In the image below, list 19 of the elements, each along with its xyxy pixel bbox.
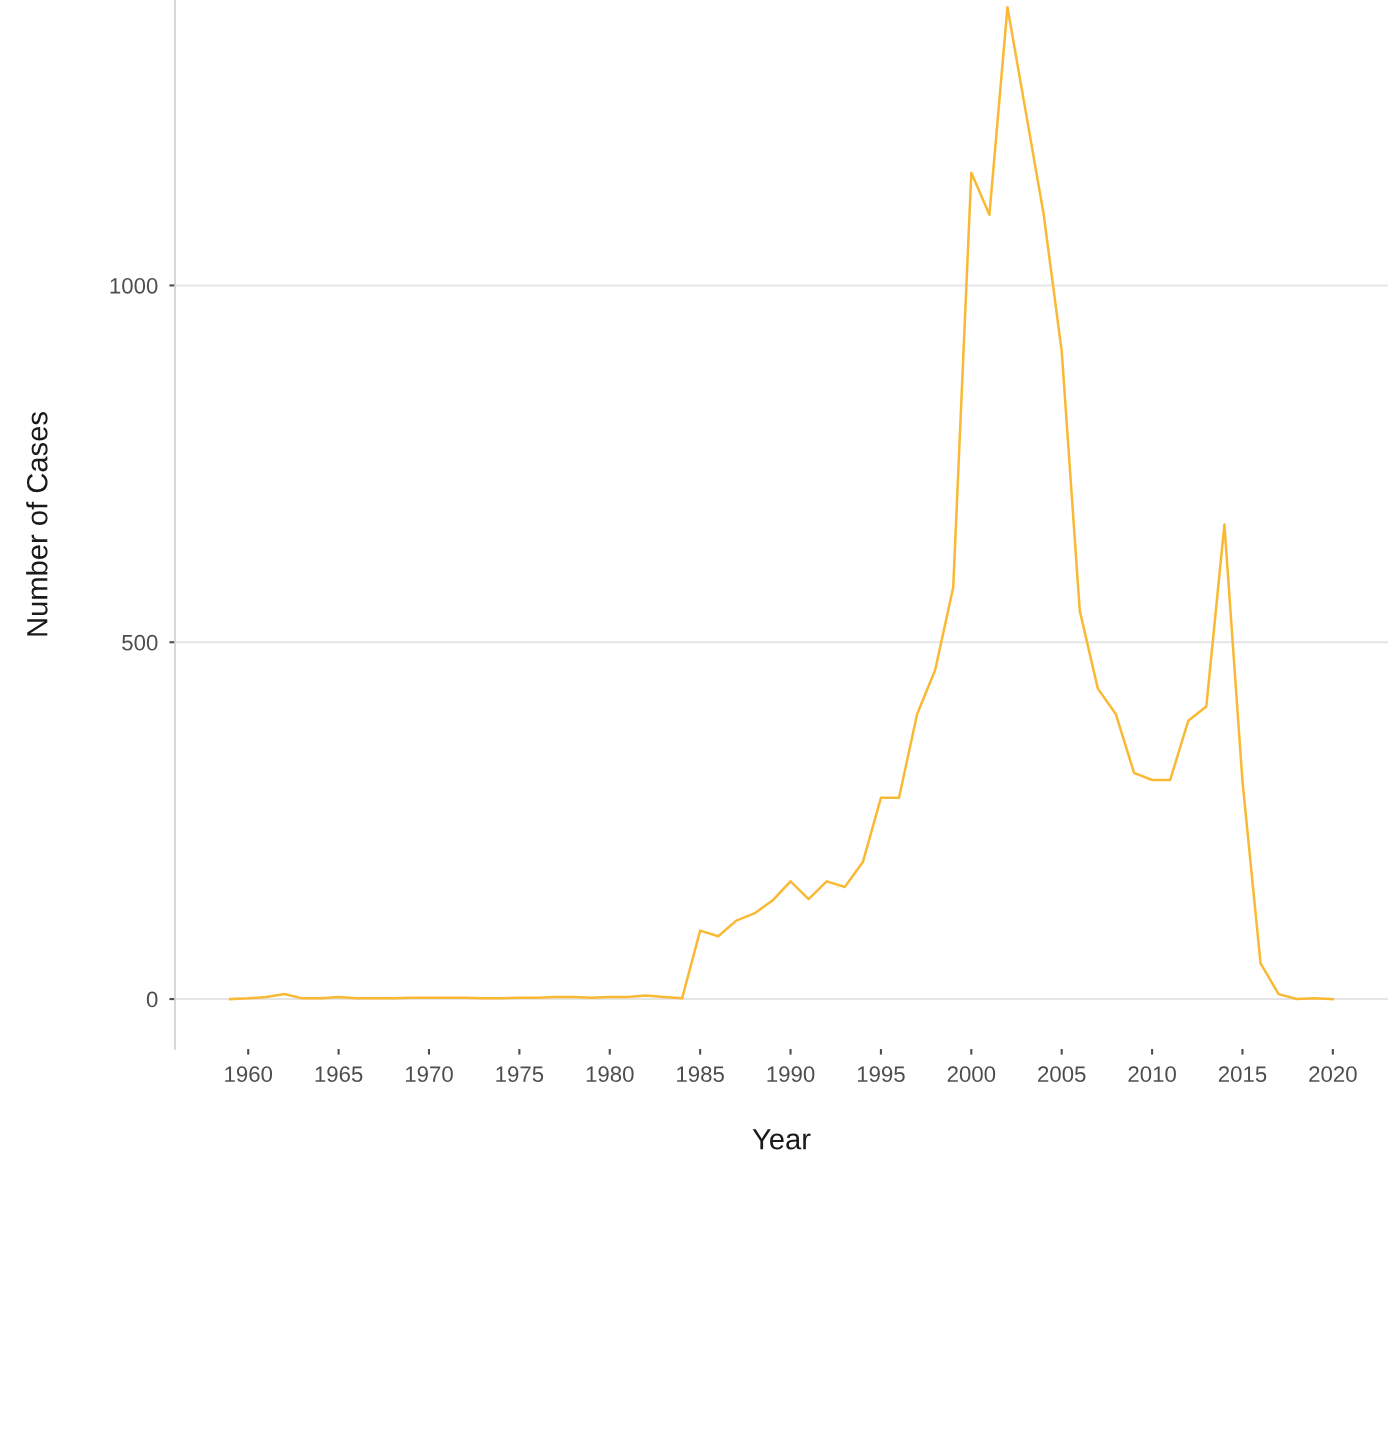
x-tick-label: 2010 bbox=[1128, 1066, 1176, 1083]
x-tick-label: 1970 bbox=[405, 1066, 453, 1083]
y-tick-label: 0 bbox=[146, 991, 158, 1008]
x-tick-label: 1990 bbox=[767, 1066, 815, 1083]
x-tick-label: 1965 bbox=[315, 1066, 363, 1083]
x-tick-label: 1985 bbox=[677, 1066, 724, 1083]
x-axis-title: Year bbox=[752, 1129, 811, 1150]
y-axis-title: Number of Cases bbox=[26, 412, 48, 636]
y-tick-label: 500 bbox=[122, 634, 158, 651]
line-series bbox=[228, 5, 1335, 1001]
x-tick-label: 1960 bbox=[225, 1066, 273, 1083]
x-tick-label: 1980 bbox=[586, 1066, 634, 1083]
x-tick-label: 2015 bbox=[1218, 1066, 1267, 1083]
x-tick-label: 1995 bbox=[857, 1066, 905, 1083]
x-tick-label: 2000 bbox=[947, 1066, 996, 1083]
y-tick-label: 1000 bbox=[110, 277, 158, 294]
x-tick-label: 2005 bbox=[1038, 1066, 1086, 1083]
x-tick-label: 2020 bbox=[1309, 1066, 1357, 1083]
x-tick-label: 1975 bbox=[496, 1066, 544, 1083]
